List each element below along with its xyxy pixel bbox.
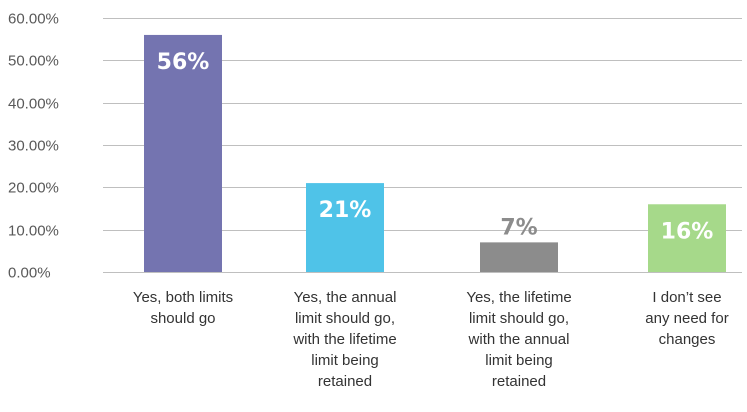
category-label-line: limit should go, [469,310,569,327]
category-label-line: Yes, the lifetime [466,289,571,306]
category-label: Yes, both limits should go [133,289,233,327]
y-tick-label: 40.00% [8,96,59,113]
y-tick-label: 0.00% [8,265,51,282]
category-label-line: retained [318,373,372,390]
category-label-line: any need for [645,310,728,327]
data-labels: 56% 21% 7% 16% [157,50,714,244]
data-label: 7% [500,215,537,240]
category-label-line: changes [659,331,716,348]
bars [144,34,726,272]
data-label: 16% [661,219,714,244]
category-label-line: Yes, both limits [133,289,233,306]
y-tick-label: 30.00% [8,138,59,155]
data-label: 56% [157,50,210,75]
y-tick-label: 50.00% [8,53,59,70]
category-label-line: retained [492,373,546,390]
bar [648,204,726,272]
category-label-line: with the lifetime [292,331,396,348]
category-label-line: limit being [311,352,379,369]
category-label-line: limit being [485,352,553,369]
y-tick-label: 10.00% [8,223,59,240]
category-label: Yes, the lifetime limit should go, with th… [466,289,571,390]
category-labels: Yes, both limits should go Yes, the annual… [133,289,729,390]
bar [480,242,558,272]
y-axis-tick-labels: 0.00% 10.00% 20.00% 30.00% 40.00% 50.00% 60.00… [8,11,59,282]
bar [144,34,222,272]
bar [306,183,384,272]
data-label: 21% [319,198,372,223]
y-tick-label: 20.00% [8,180,59,197]
category-label-line: I don’t see [652,289,721,306]
category-label-line: with the annual [468,331,570,348]
category-label-line: limit should go, [295,310,395,327]
category-label: I don’t see any need for changes [645,289,728,348]
category-label: Yes, the annual limit should go, with the … [292,289,396,390]
category-label-line: should go [150,310,215,327]
category-label-line: Yes, the annual [294,289,397,306]
y-tick-label: 60.00% [8,11,59,28]
